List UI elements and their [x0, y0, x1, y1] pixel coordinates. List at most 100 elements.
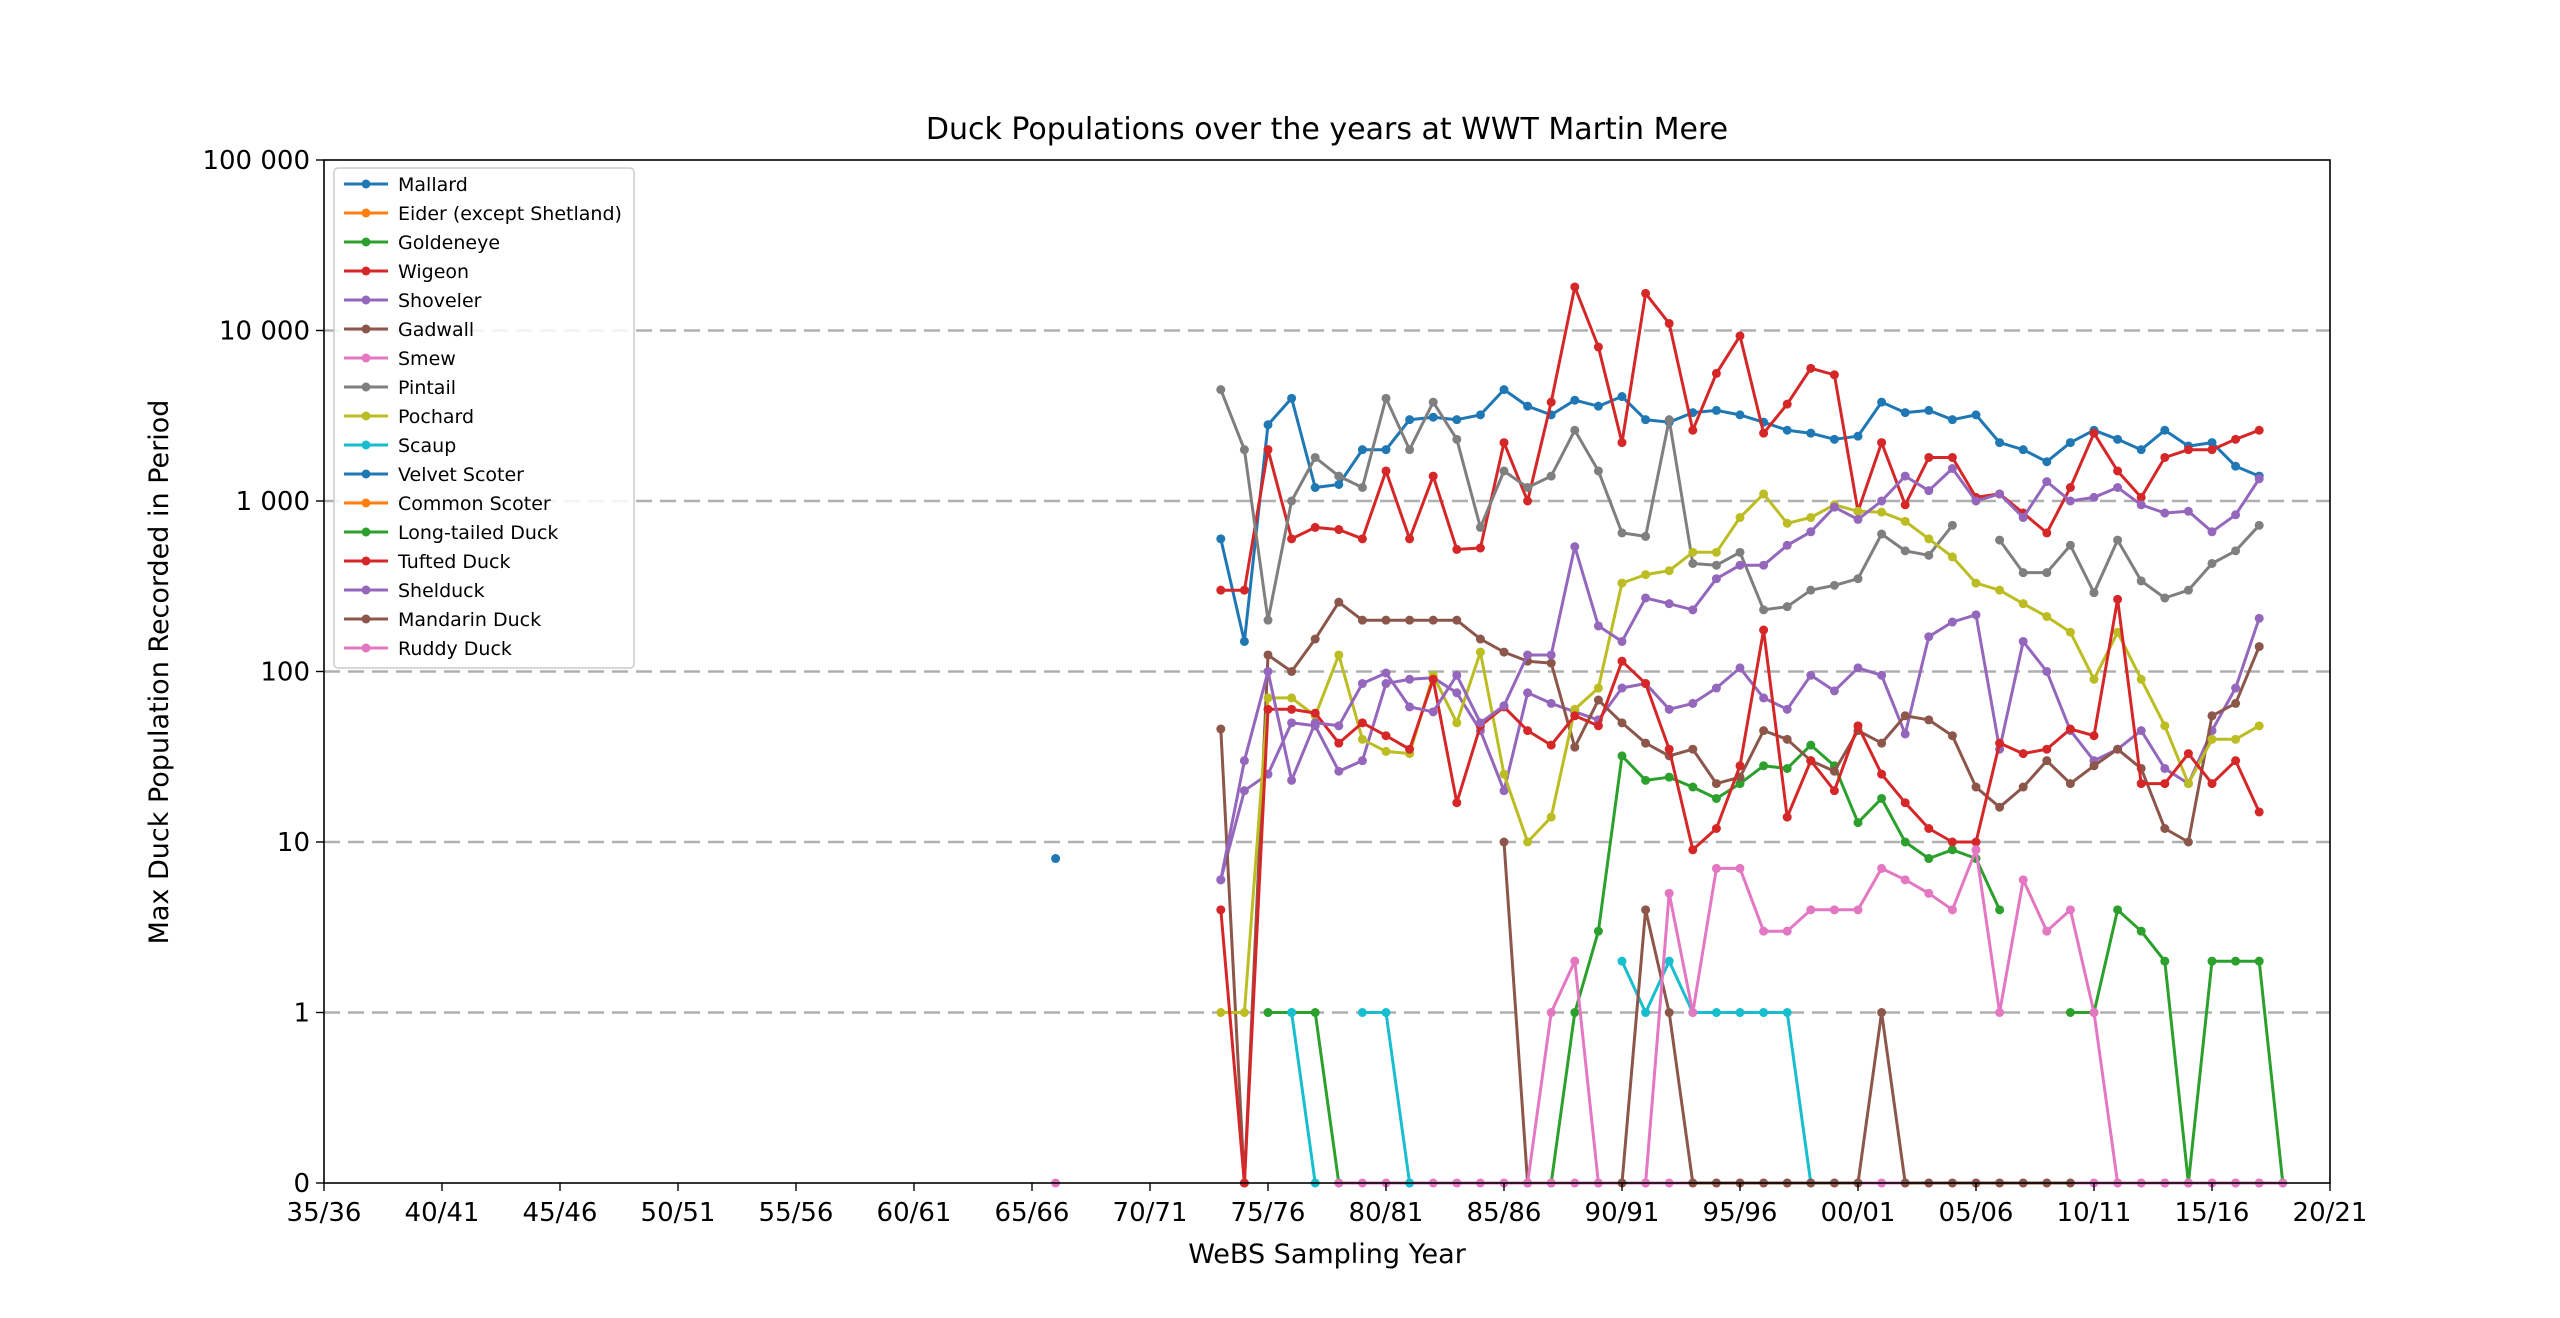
data-point: [1310, 1008, 1320, 1017]
data-point: [1759, 605, 1769, 615]
data-point: [1310, 482, 1320, 492]
data-point: [2042, 477, 2052, 487]
data-point: [2018, 599, 2028, 609]
data-point: [2018, 749, 2028, 759]
series-path: [1268, 1011, 1341, 1184]
data-point: [2113, 482, 2123, 492]
data-point: [1664, 1008, 1674, 1017]
data-point: [1287, 534, 1297, 544]
data-point: [1877, 793, 1887, 803]
data-point: [2183, 749, 2193, 759]
data-point: [1806, 527, 1816, 537]
data-point: [2042, 756, 2052, 766]
data-point: [1546, 397, 1556, 407]
data-point: [1947, 617, 1957, 627]
data-point: [1900, 546, 1910, 556]
data-point: [1782, 704, 1792, 714]
x-tick-label: 75/76: [1231, 1198, 1306, 1228]
data-point: [1570, 395, 1580, 405]
data-point: [1287, 718, 1297, 728]
data-point: [1593, 683, 1603, 693]
data-point: [2136, 492, 2146, 502]
series-line: [1287, 956, 1816, 1188]
data-point: [1405, 674, 1415, 684]
data-point: [1688, 425, 1698, 435]
legend-entry: Velvet Scoter: [398, 464, 524, 486]
data-point: [1995, 905, 2005, 915]
data-point: [1782, 812, 1792, 822]
data-point: [1853, 721, 1863, 731]
data-point: [1357, 718, 1367, 728]
data-point: [1759, 1008, 1769, 1017]
data-point: [1452, 415, 1462, 425]
data-point: [1853, 905, 1863, 915]
data-point: [1664, 599, 1674, 609]
data-point: [2113, 535, 2123, 545]
data-point: [1711, 1008, 1721, 1017]
data-point: [2018, 875, 2028, 885]
data-point: [1499, 647, 1509, 657]
data-point: [1570, 711, 1580, 721]
data-point: [2183, 506, 2193, 516]
data-point: [1523, 650, 1533, 660]
data-point: [2254, 956, 2264, 966]
data-point: [1381, 393, 1391, 403]
data-point: [1263, 615, 1273, 625]
series-path: [1998, 524, 2261, 600]
data-point: [1947, 845, 1957, 855]
data-point: [1310, 708, 1320, 718]
data-point: [1711, 368, 1721, 378]
data-point: [1216, 585, 1226, 595]
data-point: [1806, 670, 1816, 680]
legend-entry: Pintail: [398, 377, 456, 399]
data-point: [1688, 558, 1698, 568]
data-point: [1287, 393, 1297, 403]
data-point: [1853, 663, 1863, 673]
data-point: [1428, 397, 1438, 407]
data-point: [1499, 466, 1509, 476]
data-point: [1381, 668, 1391, 678]
x-tick-label: 85/86: [1467, 1198, 1542, 1228]
data-point: [1829, 766, 1839, 776]
data-point: [1900, 798, 1910, 808]
data-point: [1924, 715, 1934, 725]
data-point: [1475, 410, 1485, 420]
legend-marker: [361, 266, 371, 276]
data-point: [1759, 560, 1769, 570]
data-point: [1452, 615, 1462, 625]
data-point: [2254, 613, 2264, 623]
data-point: [1711, 547, 1721, 557]
data-point: [2183, 837, 2193, 847]
data-point: [1995, 738, 2005, 748]
data-point: [1735, 1008, 1745, 1017]
data-point: [2136, 674, 2146, 684]
data-point: [1971, 410, 1981, 420]
data-point: [1947, 520, 1957, 530]
data-point: [1853, 514, 1863, 524]
data-point: [2207, 438, 2217, 448]
data-point: [1829, 686, 1839, 696]
data-point: [1971, 782, 1981, 792]
data-point: [1900, 711, 1910, 721]
data-point: [1287, 667, 1297, 676]
data-point: [1947, 837, 1957, 847]
data-point: [1357, 756, 1367, 766]
data-point: [1782, 926, 1792, 936]
data-point: [1947, 905, 1957, 915]
data-point: [2042, 528, 2052, 538]
data-point: [2089, 428, 2099, 438]
data-point: [1334, 471, 1344, 481]
data-point: [2113, 594, 2123, 604]
data-point: [1334, 479, 1344, 489]
data-point: [1452, 544, 1462, 554]
data-point: [1287, 496, 1297, 506]
data-point: [2207, 527, 2217, 537]
data-point: [1806, 363, 1816, 373]
legend-entry: Scaup: [398, 435, 456, 457]
data-point: [1711, 863, 1721, 873]
data-point: [2183, 445, 2193, 455]
legend-entry: Pochard: [398, 406, 474, 428]
data-point: [2018, 568, 2028, 578]
data-point: [1428, 412, 1438, 422]
